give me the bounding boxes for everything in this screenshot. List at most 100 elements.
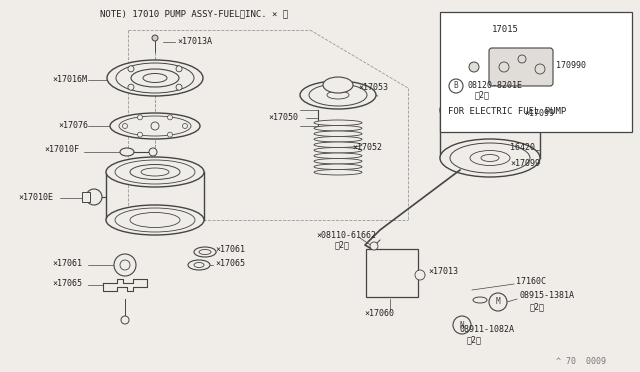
- Text: ×17099: ×17099: [510, 158, 540, 167]
- Ellipse shape: [440, 91, 540, 129]
- FancyBboxPatch shape: [489, 48, 553, 86]
- Text: FOR ELECTRIC FUEL PUMP: FOR ELECTRIC FUEL PUMP: [448, 108, 566, 116]
- Text: ×17010E: ×17010E: [18, 193, 53, 202]
- Text: ×17061: ×17061: [215, 246, 245, 254]
- Ellipse shape: [314, 164, 362, 170]
- Text: M: M: [496, 298, 500, 307]
- Text: ^ 70  0009: ^ 70 0009: [556, 357, 606, 366]
- Circle shape: [114, 254, 136, 276]
- Text: （2）: （2）: [467, 336, 482, 344]
- Text: ×17053: ×17053: [358, 83, 388, 93]
- Text: ×17065: ×17065: [215, 259, 245, 267]
- Ellipse shape: [110, 113, 200, 139]
- Ellipse shape: [107, 60, 203, 96]
- Circle shape: [152, 35, 158, 41]
- Circle shape: [469, 62, 479, 72]
- Bar: [366, 249, 418, 297]
- Circle shape: [489, 293, 507, 311]
- Text: （2）: （2）: [475, 90, 490, 99]
- Ellipse shape: [314, 131, 362, 137]
- Ellipse shape: [188, 260, 210, 270]
- Circle shape: [122, 124, 127, 128]
- Circle shape: [370, 242, 378, 250]
- Text: 08120-8201E: 08120-8201E: [467, 81, 522, 90]
- Circle shape: [535, 64, 545, 74]
- Text: ×17060: ×17060: [364, 308, 394, 317]
- Ellipse shape: [450, 143, 530, 173]
- Circle shape: [453, 316, 471, 334]
- Ellipse shape: [476, 105, 504, 115]
- Ellipse shape: [314, 142, 362, 148]
- Text: B: B: [454, 81, 458, 90]
- Ellipse shape: [120, 148, 134, 156]
- Ellipse shape: [314, 170, 362, 175]
- Ellipse shape: [314, 148, 362, 153]
- Bar: [82, 192, 90, 202]
- Text: ×17010F: ×17010F: [44, 145, 79, 154]
- Circle shape: [120, 260, 130, 270]
- Text: N: N: [460, 321, 464, 330]
- Ellipse shape: [327, 91, 349, 99]
- Text: ×08110-61662: ×08110-61662: [316, 231, 376, 240]
- Ellipse shape: [115, 160, 195, 184]
- Ellipse shape: [314, 153, 362, 158]
- Text: 17015: 17015: [492, 26, 519, 35]
- Text: ×17076: ×17076: [58, 122, 88, 131]
- Ellipse shape: [194, 263, 204, 267]
- Ellipse shape: [194, 247, 216, 257]
- Text: ×17016M: ×17016M: [52, 76, 87, 84]
- Bar: [370, 253, 414, 293]
- Ellipse shape: [131, 69, 179, 87]
- Ellipse shape: [106, 157, 204, 187]
- Text: ×17013A: ×17013A: [177, 38, 212, 46]
- Text: ×17013: ×17013: [428, 267, 458, 276]
- Circle shape: [128, 84, 134, 90]
- Ellipse shape: [450, 95, 530, 125]
- Circle shape: [176, 66, 182, 72]
- Ellipse shape: [314, 120, 362, 125]
- Circle shape: [176, 84, 182, 90]
- Circle shape: [499, 62, 509, 72]
- Text: 16420: 16420: [510, 144, 535, 153]
- Ellipse shape: [440, 139, 540, 177]
- Circle shape: [138, 115, 143, 120]
- Text: 08915-1381A: 08915-1381A: [519, 292, 574, 301]
- Circle shape: [415, 270, 425, 280]
- Circle shape: [168, 115, 173, 120]
- Text: ×17099: ×17099: [524, 109, 554, 118]
- Bar: [440, 12, 632, 132]
- Circle shape: [518, 55, 526, 63]
- Text: ×17052: ×17052: [352, 144, 382, 153]
- Text: NOTE) 17010 PUMP ASSY-FUEL〈INC. × 〉: NOTE) 17010 PUMP ASSY-FUEL〈INC. × 〉: [100, 10, 288, 19]
- Ellipse shape: [314, 125, 362, 131]
- Ellipse shape: [300, 81, 376, 109]
- Ellipse shape: [323, 77, 353, 93]
- Text: ×17065: ×17065: [52, 279, 82, 288]
- Ellipse shape: [130, 164, 180, 180]
- Ellipse shape: [309, 84, 367, 106]
- Text: 170990: 170990: [556, 61, 586, 70]
- Ellipse shape: [143, 74, 167, 83]
- Circle shape: [128, 66, 134, 72]
- Ellipse shape: [481, 154, 499, 161]
- Ellipse shape: [130, 212, 180, 228]
- Ellipse shape: [116, 63, 194, 93]
- Ellipse shape: [115, 208, 195, 232]
- Ellipse shape: [314, 137, 362, 142]
- Circle shape: [138, 132, 143, 137]
- Circle shape: [449, 79, 463, 93]
- Ellipse shape: [314, 158, 362, 164]
- Text: 17160C: 17160C: [516, 278, 546, 286]
- Circle shape: [86, 189, 102, 205]
- Circle shape: [151, 122, 159, 130]
- Circle shape: [121, 316, 129, 324]
- Circle shape: [149, 148, 157, 156]
- Circle shape: [168, 132, 173, 137]
- Ellipse shape: [199, 250, 211, 254]
- Text: （2）: （2）: [530, 302, 545, 311]
- Circle shape: [182, 124, 188, 128]
- Text: ×17050: ×17050: [268, 113, 298, 122]
- Ellipse shape: [106, 205, 204, 235]
- Ellipse shape: [473, 297, 487, 303]
- Text: 08911-1082A: 08911-1082A: [460, 326, 515, 334]
